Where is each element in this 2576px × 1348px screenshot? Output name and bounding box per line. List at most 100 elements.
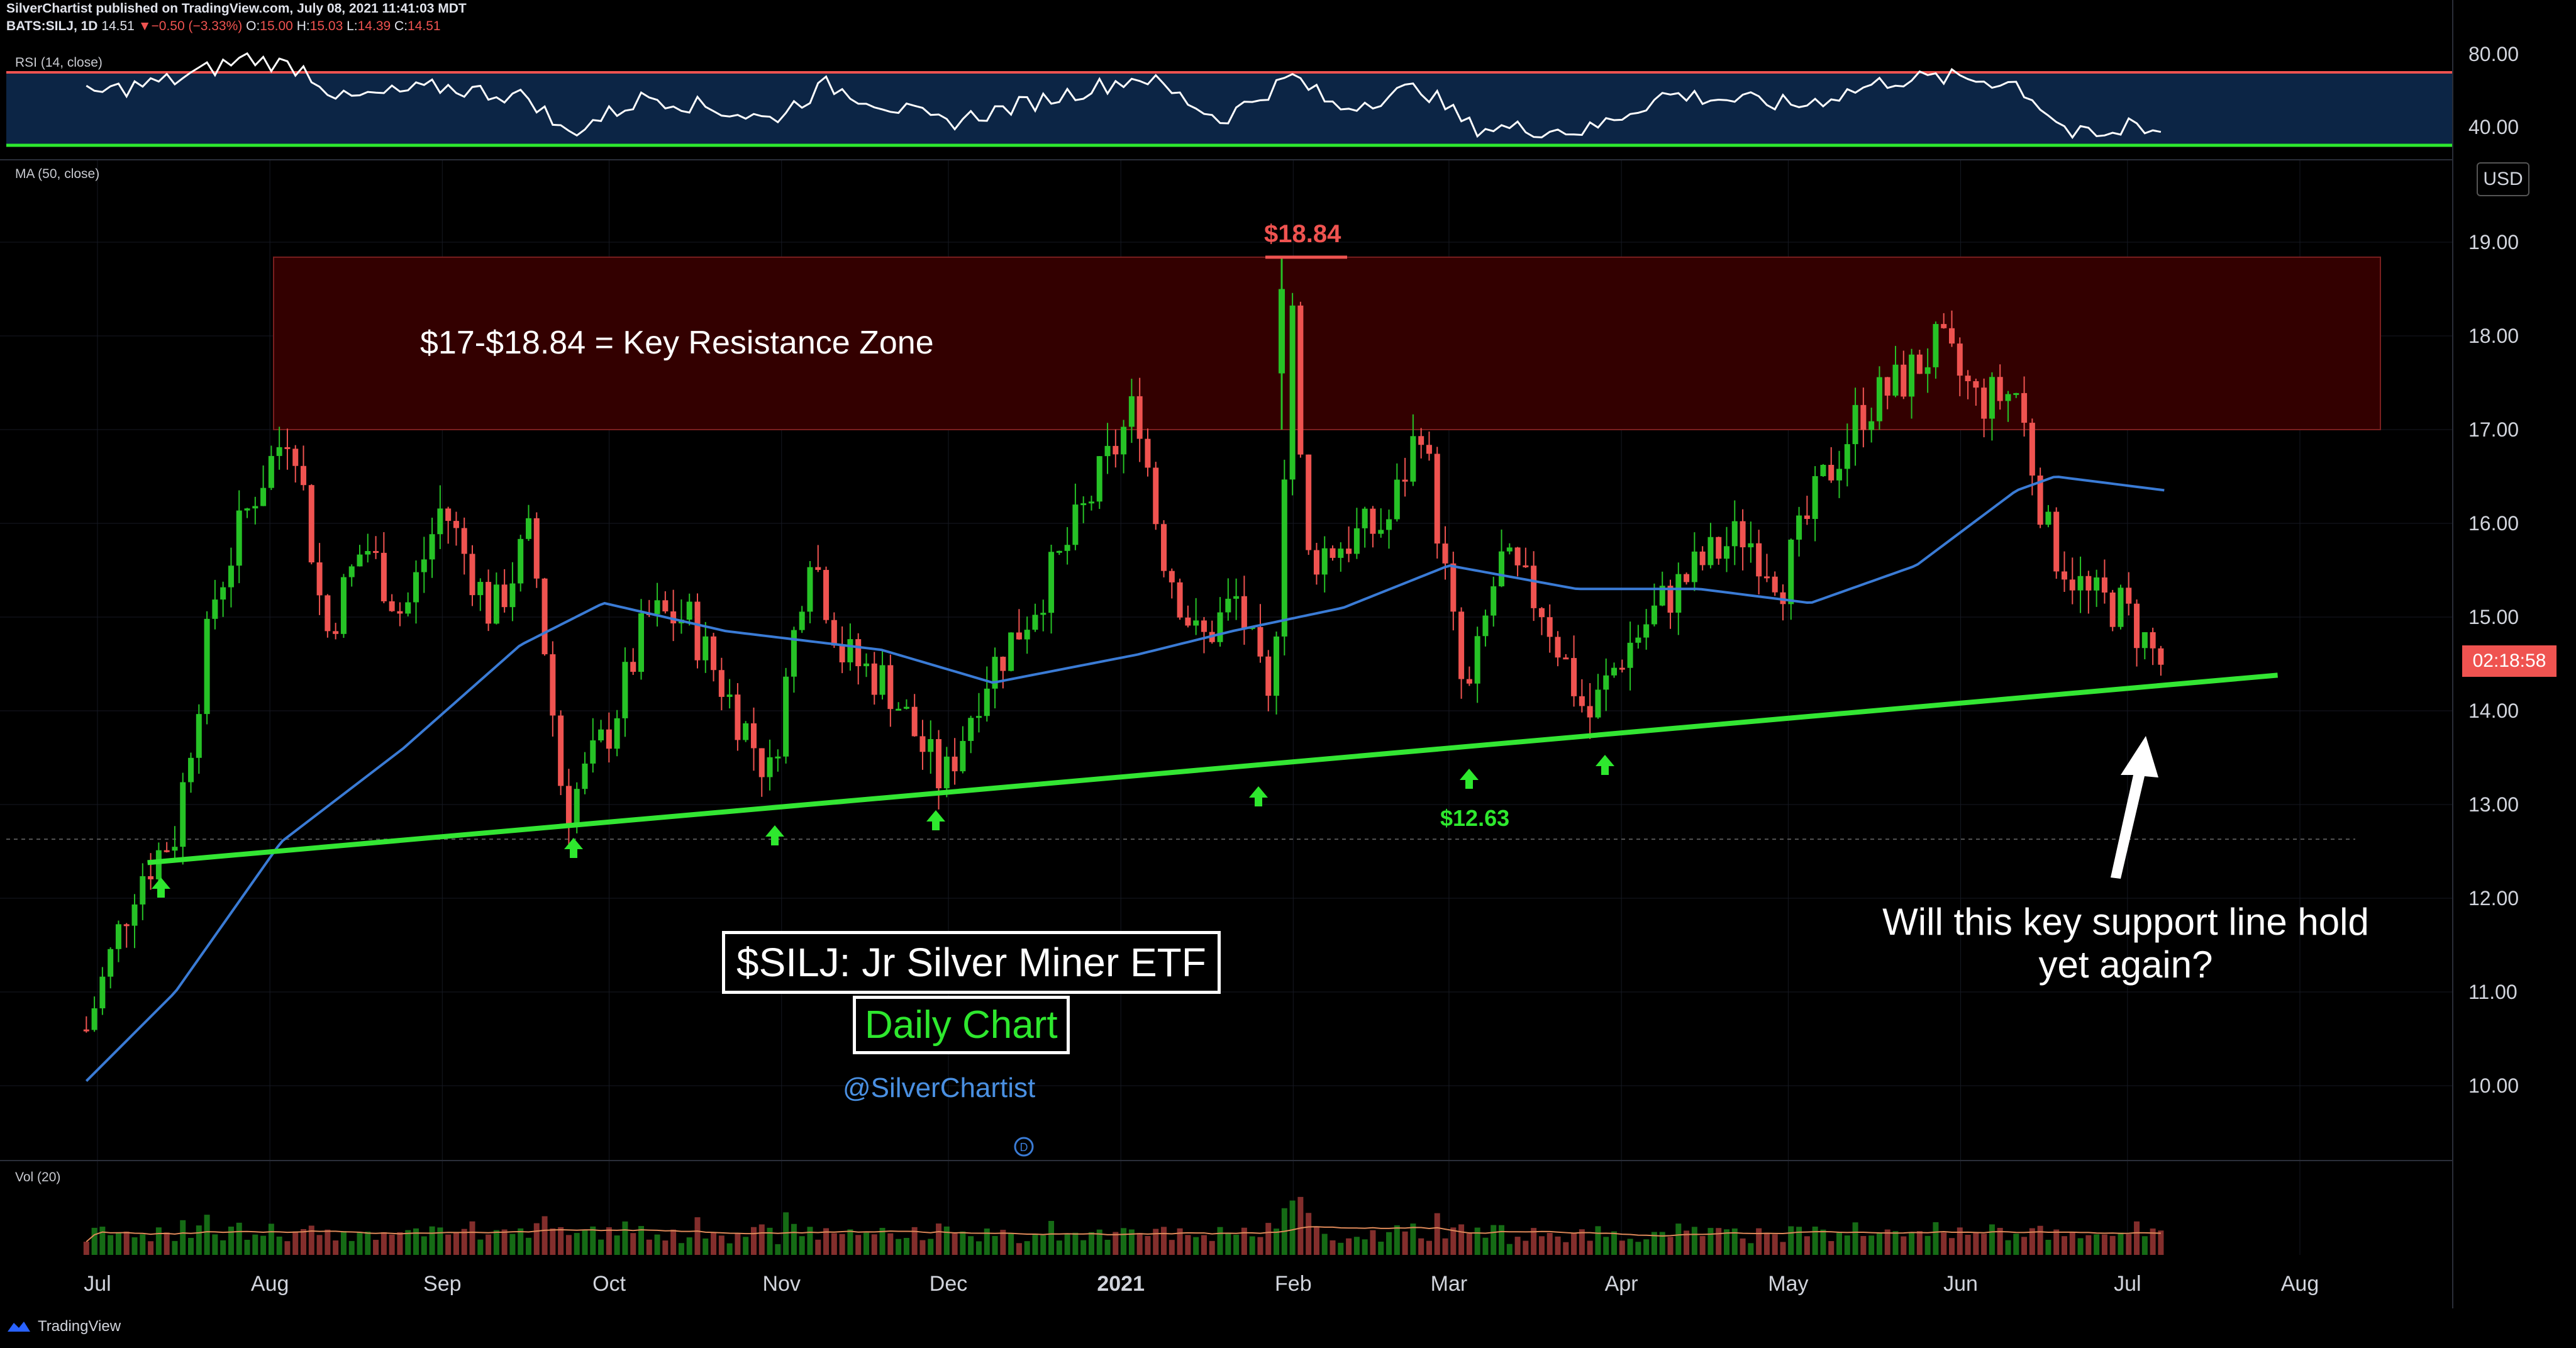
candle-body <box>1169 571 1175 582</box>
candle-body <box>1064 545 1070 551</box>
candle-body <box>614 718 620 749</box>
volume-bar <box>518 1228 524 1255</box>
candle-body <box>823 570 830 620</box>
candle-body <box>1313 550 1319 575</box>
candle-body <box>975 716 982 718</box>
volume-bar <box>775 1244 781 1255</box>
candle-body <box>1772 576 1778 593</box>
volume-bar <box>1474 1227 1480 1255</box>
candle-body <box>726 694 733 697</box>
candle-body <box>212 599 218 619</box>
price-tick-label: 17.00 <box>2468 418 2519 441</box>
volume-bar <box>767 1227 773 1255</box>
candle-body <box>220 587 226 600</box>
candle-body <box>1410 436 1416 482</box>
volume-bar <box>1933 1222 1939 1255</box>
candle-body <box>1104 445 1111 457</box>
time-axis[interactable]: Jul Aug Sep Oct Nov Dec 2021 Feb Mar Apr May Jun Jul… <box>84 1272 2319 1296</box>
candle-body <box>1241 596 1247 628</box>
volume-bar <box>1868 1235 1875 1255</box>
candle-body <box>1306 454 1312 550</box>
volume-bar <box>1145 1235 1151 1255</box>
question-text: Will this key support line hold yet agai… <box>1882 901 2369 986</box>
volume-bar <box>486 1234 492 1255</box>
candle-body <box>518 538 524 584</box>
rsi-pane-label[interactable]: RSI (14, close) <box>15 55 103 70</box>
volume-bar <box>863 1232 869 1255</box>
volume-bar <box>1684 1230 1690 1255</box>
candle-body <box>1933 324 1939 367</box>
dividend-icon[interactable] <box>1014 1137 1034 1157</box>
candle-body <box>308 485 314 563</box>
volume-bar <box>1353 1237 1360 1255</box>
volume-bar <box>823 1228 830 1255</box>
volume-bar <box>2134 1221 2140 1255</box>
up-arrow-icon <box>152 877 170 898</box>
last-price: 14.51 <box>101 19 135 33</box>
volume-bar <box>783 1212 789 1255</box>
price-axis[interactable]: 10.00 11.00 12.00 13.00 14.00 15.00 16.00 17.00… <box>2468 231 2519 1097</box>
volume-bars <box>83 1196 2164 1255</box>
volume-bar <box>1651 1232 1657 1255</box>
volume-bar <box>606 1227 612 1255</box>
volume-pane-label[interactable]: Vol (20) <box>15 1170 61 1184</box>
ma-pane-label[interactable]: MA (50, close) <box>15 167 100 181</box>
volume-bar <box>558 1227 564 1255</box>
candle-body <box>903 706 909 709</box>
candle-body <box>1941 324 1947 328</box>
open-label: O: <box>246 19 260 33</box>
month-label: Mar <box>1431 1272 1468 1296</box>
volume-bar <box>252 1234 258 1255</box>
volume-bar <box>743 1237 749 1255</box>
volume-bar <box>461 1228 467 1255</box>
volume-bar <box>1748 1243 1754 1255</box>
candle-body <box>1619 667 1625 670</box>
volume-bar <box>108 1235 114 1255</box>
month-label: Oct <box>592 1272 626 1296</box>
candle-body <box>1820 464 1826 476</box>
candle-body <box>1048 552 1055 613</box>
candle-body <box>405 602 411 614</box>
price-tick-label: 19.00 <box>2468 231 2519 253</box>
volume-bar <box>99 1227 106 1255</box>
volume-bar <box>670 1229 677 1255</box>
candle-body <box>879 665 886 695</box>
volume-bar <box>646 1239 652 1255</box>
volume-bar <box>1796 1227 1802 1255</box>
candle-body <box>1740 521 1746 548</box>
volume-bar <box>2021 1237 2028 1255</box>
currency-button[interactable]: USD <box>2477 162 2529 196</box>
footer-brand[interactable]: TradingView <box>6 1318 121 1335</box>
volume-bar <box>131 1237 138 1255</box>
candle-body <box>1458 611 1465 679</box>
volume-bar <box>1209 1240 1215 1255</box>
candle-body <box>373 551 379 554</box>
volume-bar <box>718 1235 724 1255</box>
up-arrow-icon <box>1249 786 1268 806</box>
volume-bar <box>662 1240 669 1255</box>
volume-bar <box>799 1236 805 1255</box>
volume-bar <box>453 1232 459 1255</box>
volume-bar <box>2118 1232 2124 1255</box>
candle-body <box>1635 637 1641 643</box>
volume-bar <box>477 1239 484 1255</box>
candle-body <box>1257 627 1263 657</box>
volume-bar <box>1884 1229 1890 1255</box>
volume-bar <box>509 1234 516 1255</box>
candle-body <box>887 665 894 710</box>
volume-bar <box>2069 1232 2075 1255</box>
volume-bar <box>911 1227 918 1255</box>
candle-body <box>928 738 934 752</box>
bar-countdown: 02:18:58 <box>2462 645 2557 677</box>
candle-body <box>1868 421 1875 430</box>
candle-body <box>1233 596 1240 599</box>
candle-body <box>1265 656 1272 696</box>
volume-bar <box>936 1223 942 1255</box>
volume-bar <box>1128 1229 1135 1255</box>
candle-body <box>1434 454 1440 544</box>
volume-bar <box>1338 1242 1344 1255</box>
high-value: 15.03 <box>309 19 343 33</box>
candle-body <box>815 567 821 571</box>
candle-body <box>1121 426 1127 455</box>
